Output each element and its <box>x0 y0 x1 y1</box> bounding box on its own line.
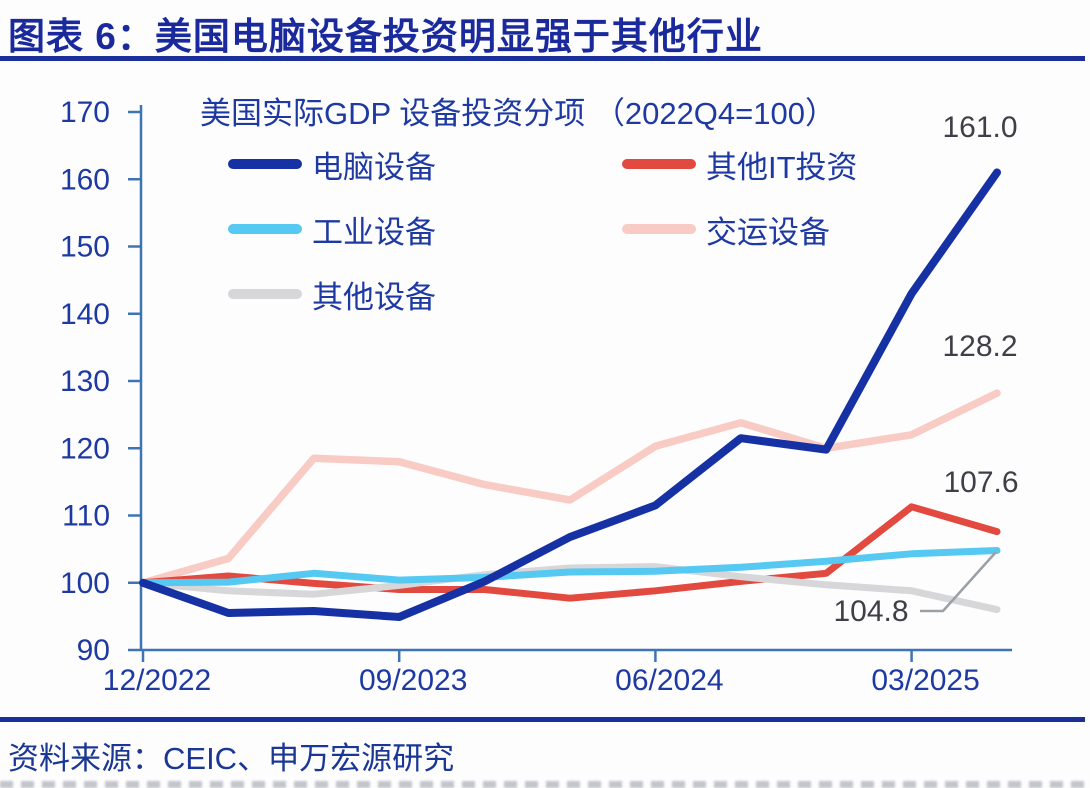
y-axis-tick-label: 150 <box>60 231 110 264</box>
legend-label: 其他设备 <box>312 279 436 315</box>
y-axis-tick-label: 90 <box>77 634 110 667</box>
x-axis-tick-label: 03/2025 <box>871 664 979 697</box>
legend-item-1[interactable]: 电脑设备 <box>228 148 436 185</box>
x-axis-tick-label: 12/2022 <box>103 664 211 697</box>
legend-item-5[interactable]: 其他设备 <box>228 278 436 315</box>
series-line-4 <box>139 389 1001 587</box>
y-axis-tick-label: 100 <box>60 567 110 600</box>
legend-swatch-icon <box>622 159 696 169</box>
source-note: 资料来源：CEIC、申万宏源研究 <box>8 741 455 776</box>
figure-title: 图表 6：美国电脑设备投资明显强于其他行业 <box>8 16 763 57</box>
legend-swatch-icon <box>228 289 302 299</box>
y-axis-tick-label: 110 <box>62 500 110 533</box>
x-axis-tick-label: 06/2024 <box>615 664 723 697</box>
y-axis-tick-label: 170 <box>60 96 110 129</box>
annotation-leader-line <box>920 551 997 613</box>
footer-divider <box>0 717 1085 722</box>
y-axis-tick-label: 130 <box>60 365 110 398</box>
series-line-3 <box>139 547 1001 587</box>
chart-title: 美国实际GDP 设备投资分项 （2022Q4=100） <box>200 96 836 131</box>
end-value-label: 104.8 <box>833 595 908 628</box>
end-value-label: 161.0 <box>942 111 1017 144</box>
legend-item-4[interactable]: 交运设备 <box>622 213 830 250</box>
end-value-label: 128.2 <box>942 330 1017 363</box>
header-divider <box>0 56 1085 61</box>
y-axis-tick-label: 140 <box>60 298 110 331</box>
x-axis-tick-label: 09/2023 <box>359 664 467 697</box>
legend-swatch-icon <box>228 224 302 234</box>
legend-label: 电脑设备 <box>312 149 436 185</box>
legend-label: 工业设备 <box>312 214 436 250</box>
series-line-1 <box>139 168 1001 621</box>
legend-item-3[interactable]: 工业设备 <box>228 213 436 250</box>
end-value-label: 107.6 <box>943 466 1018 499</box>
series-line-5 <box>139 563 1001 614</box>
legend-swatch-icon <box>622 224 696 234</box>
y-axis-tick-label: 160 <box>60 163 110 196</box>
legend-label: 交运设备 <box>706 214 830 250</box>
legend-label: 其他IT投资 <box>706 149 858 185</box>
series-line-2 <box>139 503 1001 602</box>
cutoff-text-remnant <box>0 781 1090 788</box>
legend-item-2[interactable]: 其他IT投资 <box>622 148 858 185</box>
legend-swatch-icon <box>228 159 302 169</box>
y-axis-tick-label: 120 <box>60 432 110 465</box>
